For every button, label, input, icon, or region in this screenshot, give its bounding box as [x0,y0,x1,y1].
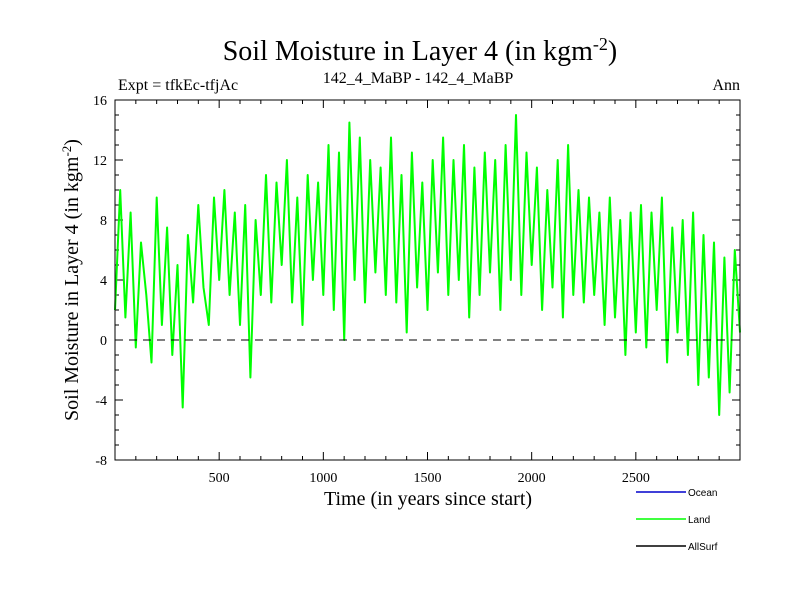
series-layer [114,114,741,416]
legend-label-ocean: Ocean [688,488,717,499]
y-axis-label-main: Soil Moisture in Layer 4 (in kgm [61,156,83,421]
y-tick-label: 4 [100,274,107,289]
chart-title-close: ) [608,36,617,67]
y-tick-label: 8 [100,214,107,229]
x-tick-label: 1000 [309,471,337,486]
x-tick-label: 2000 [518,471,546,486]
chart-title-sup: -2 [593,34,608,54]
y-tick-label: 0 [100,334,107,349]
chart-title: Soil Moisture in Layer 4 (in kgm-2) [223,34,618,67]
axis-ticks: -8 -4 0 4 8 12 16 500 1000 1500 2000 2500 [93,94,740,486]
subtitle-left: Expt = tfkEc-tfjAc [118,77,238,94]
legend: Ocean Land AllSurf [636,488,718,553]
x-tick-label: 500 [209,471,230,486]
y-tick-label: -8 [95,454,107,469]
plot-frame [114,99,741,461]
y-tick-label: 16 [93,94,107,109]
y-axis-label-close: ) [61,139,83,146]
chart-title-main: Soil Moisture in Layer 4 (in kgm [223,36,593,67]
y-tick-label: -4 [95,394,107,409]
subtitle-center: 142_4_MaBP - 142_4_MaBP [323,70,514,87]
y-tick-label: 12 [93,154,107,169]
x-tick-label: 1500 [414,471,442,486]
legend-label-allsurf: AllSurf [688,542,718,553]
y-axis-label-sup: -2 [59,146,74,157]
subtitle-right: Ann [712,77,740,94]
series-line-land [114,114,741,416]
x-axis-label: Time (in years since start) [324,488,532,510]
legend-label-land: Land [688,515,710,526]
y-axis-label: Soil Moisture in Layer 4 (in kgm-2) [59,139,83,421]
x-tick-label: 2500 [622,471,650,486]
